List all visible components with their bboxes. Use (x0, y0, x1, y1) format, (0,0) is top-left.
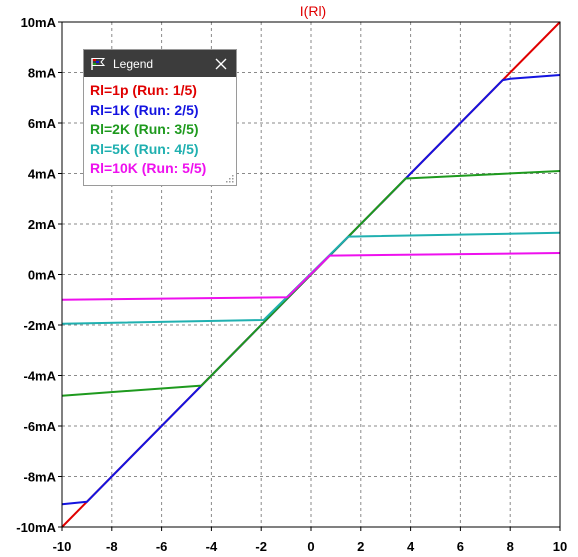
x-tick-label: -8 (106, 539, 118, 554)
chart-title: I(Rl) (300, 3, 326, 19)
legend-titlebar[interactable]: Legend (84, 50, 236, 77)
y-axis-ticks: 10mA 8mA 6mA 4mA 2mA 0mA -2mA -4mA -6mA -8mA -10mA (16, 15, 62, 535)
x-tick-label: 8 (507, 539, 514, 554)
x-tick-label: -6 (156, 539, 168, 554)
legend-entry: Rl=10K (Run: 5/5) (90, 160, 207, 176)
x-axis-ticks: -10 -8 -6 -4 -2 0 2 4 6 8 10 (53, 527, 567, 554)
x-tick-label: -10 (53, 539, 72, 554)
y-tick-label: 0mA (28, 268, 57, 283)
close-icon[interactable] (215, 58, 227, 70)
legend-entry: Rl=1p (Run: 1/5) (90, 82, 197, 98)
x-tick-label: 4 (407, 539, 415, 554)
legend-title: Legend (113, 56, 154, 71)
resize-grip-icon[interactable] (226, 175, 234, 183)
y-tick-label: -4mA (23, 369, 56, 384)
flag-icon (91, 57, 106, 70)
y-tick-label: -8mA (23, 470, 56, 485)
legend-entry: Rl=1K (Run: 2/5) (90, 101, 199, 118)
plot-frame (61, 21, 561, 528)
x-tick-label: 2 (357, 539, 364, 554)
y-tick-label: 6mA (28, 116, 57, 131)
x-tick-label: -4 (206, 539, 218, 554)
series-line (61, 252, 561, 301)
x-tick-label: 0 (307, 539, 314, 554)
x-tick-label: -2 (255, 539, 267, 554)
y-tick-label: 10mA (21, 15, 57, 30)
y-tick-label: -6mA (23, 419, 56, 434)
y-tick-label: -2mA (23, 318, 56, 333)
legend-entry: Rl=5K (Run: 4/5) (90, 140, 199, 157)
y-tick-label: 4mA (28, 167, 57, 182)
y-tick-label: 8mA (28, 66, 57, 81)
legend-entry: Rl=2K (Run: 3/5) (90, 121, 199, 137)
series-lines (61, 21, 561, 528)
legend-panel[interactable]: Legend Rl=1p (Run: 1/5) Rl=1K (Run: 2/5)… (83, 49, 237, 186)
x-tick-label: 6 (457, 539, 464, 554)
legend-list: Rl=1p (Run: 1/5) Rl=1K (Run: 2/5) Rl=2K … (90, 81, 236, 179)
y-tick-label: 2mA (28, 217, 57, 232)
x-tick-label: 10 (553, 539, 567, 554)
y-tick-label: -10mA (16, 520, 56, 535)
